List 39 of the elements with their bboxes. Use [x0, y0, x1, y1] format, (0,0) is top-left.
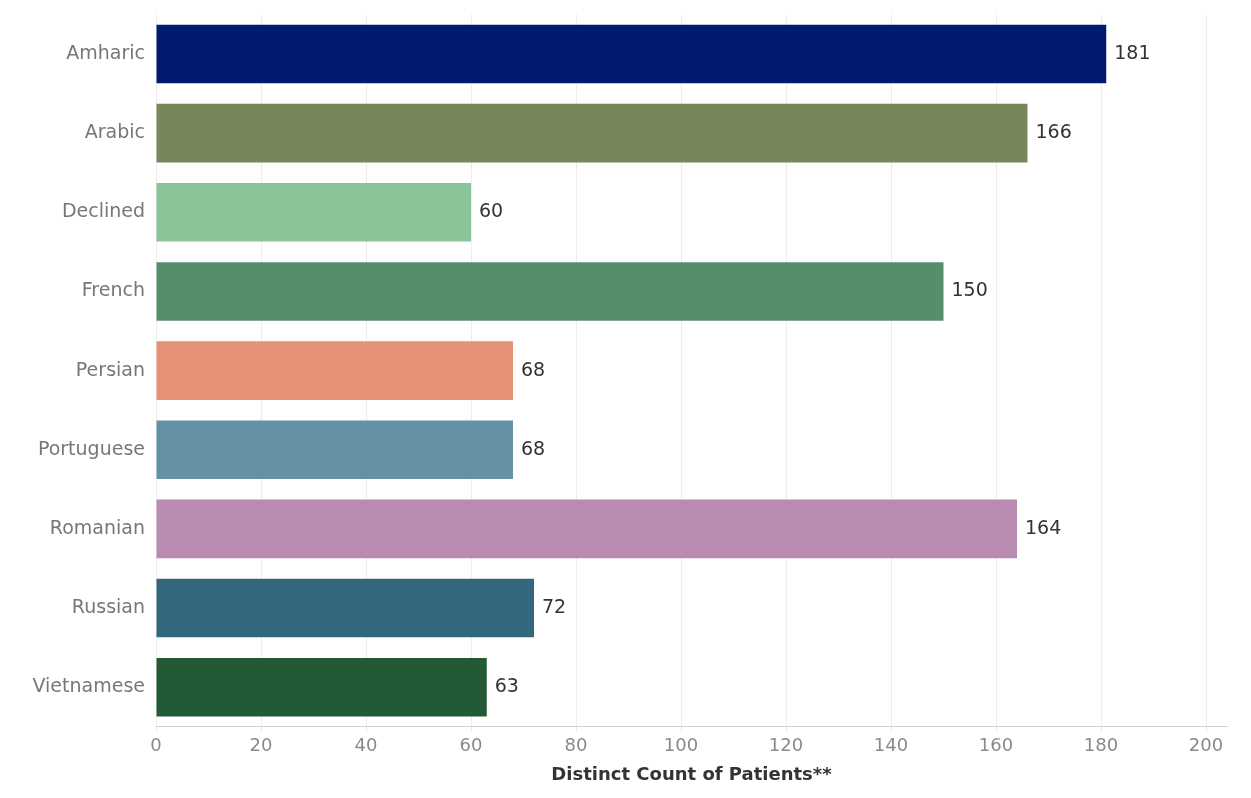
bar [156, 183, 471, 242]
y-tick-label: French [81, 278, 145, 301]
data-label: 150 [951, 278, 988, 301]
x-tick-label: 180 [1083, 734, 1119, 756]
x-tick-label: 80 [564, 734, 588, 756]
x-axis-title: Distinct Count of Patients** [551, 762, 833, 784]
x-tick-label: 160 [978, 734, 1014, 756]
bar [156, 103, 1028, 163]
bar [156, 578, 534, 638]
data-label: 68 [521, 436, 546, 459]
x-tick-label: 200 [1188, 734, 1224, 756]
data-label: 72 [542, 595, 567, 617]
bar [156, 341, 513, 400]
y-tick-label: Persian [75, 357, 145, 380]
y-tick-label: Declined [61, 199, 145, 222]
bar [156, 24, 1107, 84]
y-tick-label: Portuguese [37, 436, 145, 459]
data-label: 68 [521, 357, 546, 380]
x-tick-label: 100 [663, 734, 699, 756]
y-tick-label: Russian [71, 595, 145, 617]
y-tick-label: Arabic [84, 120, 145, 143]
y-tick-label: Amharic [66, 40, 145, 63]
data-label: 63 [494, 674, 519, 697]
x-tick-label: 140 [873, 734, 909, 756]
data-label: 166 [1035, 120, 1072, 143]
x-tick-label: 20 [249, 734, 273, 756]
data-label: 60 [479, 199, 504, 222]
y-tick-label: Vietnamese [32, 674, 145, 697]
x-tick-label: 120 [768, 734, 804, 756]
bar [156, 262, 944, 321]
data-label: 164 [1025, 515, 1062, 538]
data-label: 181 [1114, 40, 1151, 63]
x-tick-label: 0 [150, 734, 162, 756]
x-tick-label: 60 [459, 734, 483, 756]
x-tick-label: 40 [354, 734, 378, 756]
y-tick-label: Romanian [49, 515, 145, 538]
bar [156, 499, 1017, 559]
bar [156, 420, 513, 480]
bar [156, 657, 487, 717]
